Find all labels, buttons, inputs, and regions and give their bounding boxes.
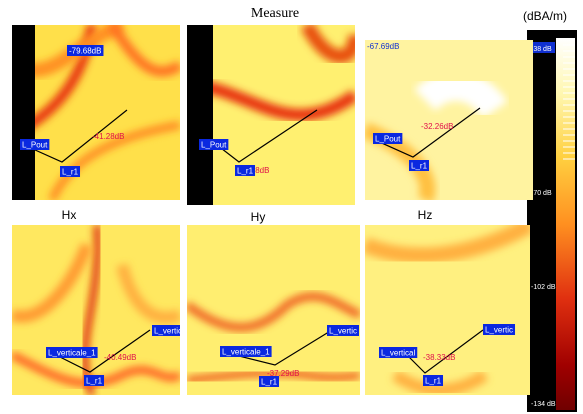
panel: L_verticale_1 -40.49dB L_vertic L_r1 <box>12 225 184 395</box>
marker-label: L_vertic <box>485 326 513 335</box>
marker-label: L_verticale_1 <box>48 349 96 358</box>
marker-label: L_Pout <box>201 141 227 150</box>
column-label: Hz <box>418 208 433 222</box>
marker-label: L_verticale_1 <box>222 348 270 357</box>
marker-label: -79.68dB <box>69 47 101 56</box>
figure: Measure (dBA/m) -38 dB -70 dB -102 dB -134 … <box>0 0 583 414</box>
unmeasured-area <box>187 25 213 205</box>
marker-label: L_r1 <box>62 168 79 177</box>
panel: -79.68dB L_Pout L_r1 -41.28dB <box>12 25 180 200</box>
heatmap-background <box>365 40 533 200</box>
level-value: -32.26dB <box>421 122 453 131</box>
level-value: -38.33dB <box>423 353 455 362</box>
marker-label: L_Pout <box>375 135 401 144</box>
marker-label: L_r1 <box>261 378 278 387</box>
colorbar-label: -134 dB <box>531 401 556 408</box>
colorbar-scale <box>556 38 575 410</box>
colorbar-label: -38 dB <box>531 46 552 53</box>
level-value: -40.49dB <box>104 353 136 362</box>
level-value: -41.28dB <box>92 132 124 141</box>
marker-label: L_vertical <box>381 349 415 358</box>
marker-label: L_r1 <box>86 377 103 386</box>
marker-label: L_r1 <box>237 167 254 176</box>
marker-label: L_Pout <box>22 141 48 150</box>
marker-label: L_r1 <box>425 377 442 386</box>
figure-title: Measure <box>251 6 299 21</box>
panel: L_vertical -38.33dB L_vertic L_r1 <box>365 225 530 395</box>
column-label: Hx <box>62 208 77 222</box>
panel: -67.69dB -32.26dB L_Pout L_r1 <box>365 40 533 200</box>
level-label: -67.69dB <box>367 42 399 51</box>
marker-label: L_vertic <box>329 327 357 336</box>
unit-label: (dBA/m) <box>523 9 567 23</box>
colorbar-label: -102 dB <box>531 284 556 291</box>
marker-label: L_vertic <box>154 327 182 336</box>
unmeasured-area <box>12 25 35 200</box>
column-label: Hy <box>251 210 266 224</box>
marker-label: L_r1 <box>411 162 428 171</box>
colorbar-label: -70 dB <box>531 190 552 197</box>
